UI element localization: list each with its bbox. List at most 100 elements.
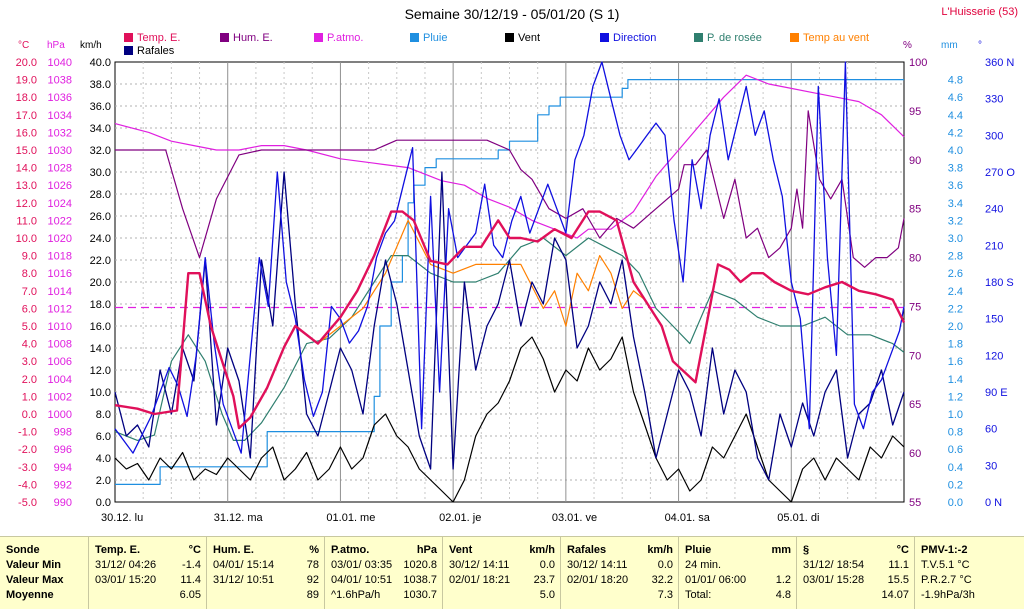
stats-header: PMV-1:-2 [921,544,968,556]
legend-swatch [314,33,323,42]
rain-tick-label: 4.6 [948,92,963,104]
rain-tick-label: 3.2 [948,215,963,227]
rain-tick-label: 1.4 [948,374,963,386]
stats-value: 1.2 [775,574,791,586]
temp-tick-label: 14.0 [16,163,37,175]
stats-date: ^1.6hPa/h [331,589,381,601]
stats-unit: % [309,544,319,556]
stats-col-label: Sonde Valeur Min Valeur Max Moyenne [0,537,88,609]
stats-header: P.atmo. [331,544,370,556]
legend-swatch [410,33,419,42]
pressure-tick-label: 1014 [48,286,72,298]
humidity-tick-label: 90 [909,155,921,167]
humidity-tick-label: 80 [909,253,921,265]
legend-swatch [694,33,703,42]
wind-tick-label: 2.0 [96,475,111,487]
pressure-tick-label: 994 [54,462,72,474]
rain-tick-label: 4.2 [948,127,963,139]
humidity-tick-label: 55 [909,497,921,509]
stats-header: § [803,544,810,556]
stats-value: 7.3 [657,589,673,601]
temp-tick-label: 9.0 [22,251,37,263]
series-line-direction [114,61,905,454]
stats-date: 04/01/ 15:14 [213,559,275,571]
rain-tick-label: 2.0 [948,321,963,333]
pressure-tick-label: 1016 [48,268,72,280]
series-line-hum-e- [115,110,905,268]
pressure-tick-label: 998 [54,427,72,439]
direction-tick-label: 60 [985,424,997,436]
series-line-rafales [114,171,905,481]
pressure-tick-label: 1002 [48,391,72,403]
temp-tick-label: 7.0 [22,286,37,298]
rain-tick-label: 1.6 [948,356,963,368]
series-line-p-atmo- [114,74,905,239]
pressure-tick-label: 1028 [48,163,72,175]
direction-tick-label: 210 [985,240,1003,252]
unit-humidity: % [903,40,912,51]
temp-tick-label: 1.0 [22,391,37,403]
temp-tick-label: 12.0 [16,198,37,210]
stats-unit: °C [188,544,201,556]
direction-tick-label: 90 E [985,387,1008,399]
pressure-tick-label: 1006 [48,356,72,368]
wind-tick-label: 4.0 [96,453,111,465]
series-line-temp-au-vent [294,219,646,345]
wind-tick-label: 0.0 [96,497,111,509]
wind-tick-label: 18.0 [90,299,111,311]
station-name: L'Huisserie (53) [941,6,1018,18]
legend-item: Direction [600,32,656,44]
wind-tick-label: 22.0 [90,255,111,267]
temp-tick-label: 13.0 [16,180,37,192]
pressure-tick-label: 1036 [48,92,72,104]
humidity-tick-label: 65 [909,399,921,411]
legend-label: Temp au vent [803,32,870,44]
stats-date: 01/01/ 06:00 [685,574,747,586]
direction-tick-label: 270 O [985,167,1015,179]
rain-tick-label: 2.4 [948,286,963,298]
pressure-tick-label: 996 [54,444,72,456]
legend-swatch [220,33,229,42]
stats-date: 02/01/ 18:21 [449,574,511,586]
legend-label: P. de rosée [707,32,762,44]
humidity-tick-label: 70 [909,350,921,362]
legend-swatch [790,33,799,42]
stats-value: -1.9hPa/3h [921,589,975,601]
stats-col-vent: Vent km/h 30/12/ 14:11 0.0 02/01/ 18:21 23.… [442,537,561,609]
direction-tick-label: 330 [985,94,1003,106]
wind-tick-label: 6.0 [96,431,111,443]
series-line-vent [114,336,905,503]
stats-value: 15.5 [887,574,909,586]
stats-header: Temp. E. [95,544,141,556]
stats-col-hum: Hum. E.% 04/01/ 15:14 78 31/12/ 10:51 92 8… [206,537,325,609]
stats-date: 02/01/ 18:20 [567,574,629,586]
stats-header: Hum. E. [213,544,254,556]
stats-col-temp: Temp. E. °C 31/12/ 04:26 -1.4 03/01/ 15:20… [88,537,207,609]
wind-tick-label: 32.0 [90,145,111,157]
pressure-tick-label: 1038 [48,75,72,87]
legend-swatch [124,33,133,42]
humidity-tick-label: 60 [909,448,921,460]
temp-tick-label: 8.0 [22,268,37,280]
temp-tick-label: -4.0 [18,479,37,491]
humidity-tick-label: 85 [909,204,921,216]
temp-tick-label: -1.0 [18,427,37,439]
legend-label: Pluie [423,32,448,44]
pressure-tick-label: 1032 [48,127,72,139]
rain-tick-label: 4.0 [948,145,963,157]
legend-item: Vent [505,32,540,44]
legend-swatch [124,46,133,55]
temp-tick-label: 0.0 [22,409,37,421]
legend-item: Hum. E. [220,32,273,44]
direction-tick-label: 240 [985,204,1003,216]
stats-row-label: Valeur Max [6,574,64,586]
rain-tick-label: 4.4 [948,110,963,122]
unit-rain: mm [941,40,958,51]
rain-tick-label: 0.8 [948,427,963,439]
stats-value: 32.2 [651,574,673,586]
stats-row-label: Moyenne [6,589,54,601]
temp-tick-label: 20.0 [16,57,37,69]
pressure-tick-label: 1020 [48,233,72,245]
stats-value: 23.7 [533,574,555,586]
stats-col-s: § °C 31/12/ 18:54 11.1 03/01/ 15:28 15.5 14… [796,537,915,609]
